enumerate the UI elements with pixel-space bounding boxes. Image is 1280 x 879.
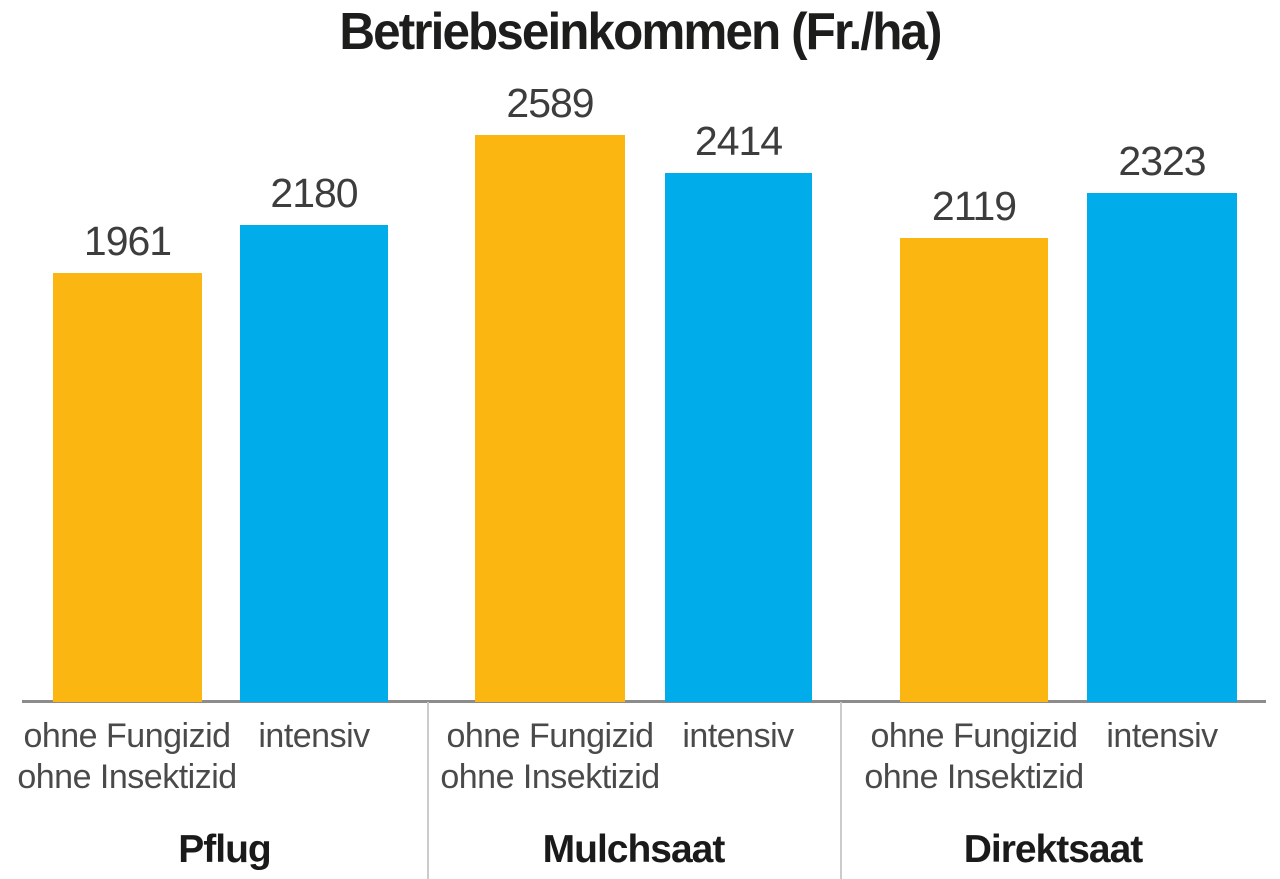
tick-label-direktsaat-ohne: ohne Fungizid ohne Insektizid (864, 717, 1084, 796)
value-label: 1961 (83, 218, 172, 264)
x-axis-line (22, 700, 1266, 703)
value-label: 2323 (1118, 138, 1206, 184)
tick-label-mulchsaat-intensiv: intensiv (682, 717, 794, 755)
tick-label-mulchsaat-ohne: ohne Fungizid ohne Insektizid (440, 717, 660, 796)
tick-label-direktsaat-intensiv: intensiv (1106, 717, 1218, 755)
group-label-direktsaat: Direktsaat (963, 828, 1144, 871)
group-label-mulchsaat: Mulchsaat (542, 828, 726, 871)
bar-mulchsaat-ohne-fungizid: 2589 (475, 80, 625, 702)
bar-direktsaat-ohne-fungizid: 2119 (900, 183, 1048, 702)
bar (475, 135, 625, 702)
value-label: 2589 (506, 80, 594, 126)
bar-mulchsaat-intensiv: 2414 (665, 118, 812, 702)
tick-label-pflug-ohne: ohne Fungizid ohne Insektizid (17, 717, 237, 796)
tick-label-pflug-intensiv: intensiv (258, 717, 370, 755)
bar (665, 173, 812, 702)
bar-pflug-ohne-fungizid: 1961 (53, 218, 202, 702)
bar (1087, 193, 1237, 702)
group-label-pflug: Pflug (178, 828, 271, 871)
bar-pflug-intensiv: 2180 (240, 170, 388, 702)
bar (240, 225, 388, 702)
group-divider (840, 702, 842, 879)
plot-area: 1961 2180 2589 2414 2119 2323 (53, 80, 1237, 702)
bar-direktsaat-intensiv: 2323 (1087, 138, 1237, 702)
value-label: 2119 (931, 183, 1017, 229)
group-divider (427, 702, 429, 879)
bar (53, 273, 202, 702)
value-label: 2180 (270, 170, 358, 216)
value-label: 2414 (694, 118, 783, 164)
bar (900, 238, 1048, 702)
chart-title: Betriebseinkommen (Fr./ha) (339, 3, 942, 61)
